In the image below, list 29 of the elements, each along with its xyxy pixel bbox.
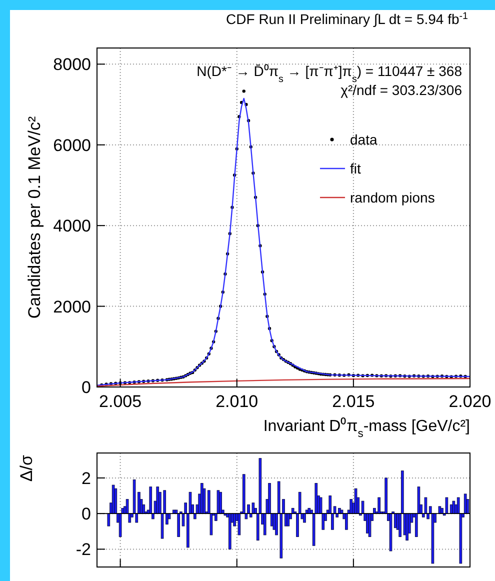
y-tick-label: -2 [76, 540, 91, 560]
bar [389, 513, 392, 552]
y-axis-title: Candidates per 0.1 MeV/c² [25, 116, 44, 319]
bar [286, 513, 290, 526]
annotation: χ²/ndf = 303.23/306 [340, 82, 462, 98]
y-tick-label: 0 [82, 504, 91, 524]
y-tick-label: 4000 [53, 216, 91, 236]
bar [156, 486, 160, 514]
legend-label: fit [350, 160, 361, 177]
bar [345, 513, 348, 530]
bar [303, 513, 306, 523]
x-axis-title: Invariant D⁰π$_{s}$-mass [GeV/c²] [263, 417, 470, 440]
y-tick-label: 2 [82, 468, 91, 488]
legend-label: data [350, 132, 378, 148]
chart-title: CDF Run II Preliminary ∫L dt = 5.94 fb$^{-1}$ [226, 10, 468, 27]
annotation: N(D*⁻ → D̄⁰π$_{s}$ → [π⁻π⁺]π$_{s}$) = 110447 ± 368 [196, 63, 462, 84]
bar [406, 513, 408, 541]
x-tick-label: 2.005 [99, 392, 142, 411]
y-tick-label: 6000 [53, 136, 91, 155]
y-axis-title: Δ/σ [17, 454, 36, 482]
bar [219, 492, 222, 514]
legend-label: random pions [350, 190, 435, 206]
y-tick-label: 8000 [53, 55, 91, 74]
y-tick-label: 0 [82, 378, 91, 397]
bar [177, 513, 180, 537]
x-tick-label: 2.015 [332, 392, 375, 411]
y-tick-label: 2000 [53, 297, 91, 316]
x-tick-label: 2.020 [448, 392, 492, 411]
x-tick-label: 2.010 [216, 392, 258, 411]
